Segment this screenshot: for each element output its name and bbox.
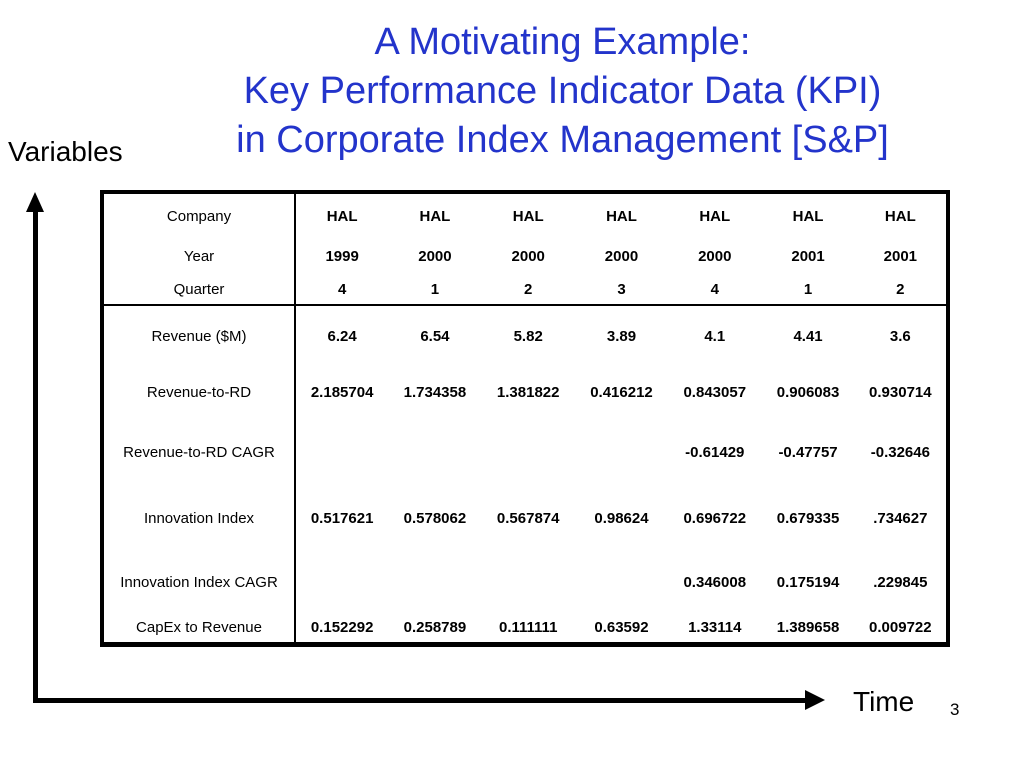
slide-title: A Motivating Example: Key Performance In…	[100, 18, 1024, 165]
row-label: CapEx to Revenue	[102, 614, 296, 644]
slide-page-number: 3	[950, 700, 960, 719]
table-row: Year 1999 2000 2000 2000 2000 2001 2001	[102, 238, 948, 274]
table-cell: 4.1	[704, 327, 726, 345]
table-cell: 2000	[604, 247, 639, 265]
row-label: Quarter	[102, 274, 296, 306]
table-cell	[575, 550, 668, 614]
table-cell: 2001	[883, 247, 918, 265]
table-cell: 0.152292	[310, 619, 374, 637]
table-cell: 1	[388, 274, 482, 306]
table-cell: -0.47757	[778, 443, 838, 461]
table-row: Revenue-to-RD CAGR -0.61429 -0.47757 -0.326…	[102, 418, 948, 486]
row-label: Revenue-to-RD CAGR	[102, 418, 296, 486]
row-label: Innovation Index CAGR	[102, 550, 296, 614]
table-cell: 0.416212	[590, 383, 653, 401]
row-label: Year	[102, 238, 296, 274]
kpi-table-body: Company HAL HAL HAL HAL HAL HAL HAL Year 1999 2000…	[102, 192, 948, 644]
table-cell: 4	[295, 274, 389, 306]
table-cell: 2000	[698, 247, 732, 265]
table-cell: 6.54	[420, 327, 450, 345]
y-axis-label: Variables	[8, 136, 123, 167]
table-cell: 0.679335	[776, 509, 840, 527]
kpi-table: Company HAL HAL HAL HAL HAL HAL HAL Year 1999 2000…	[100, 190, 950, 647]
row-label: Revenue-to-RD	[102, 366, 296, 418]
table-cell: 0.346008	[683, 573, 747, 591]
table-cell: HAL	[512, 207, 544, 225]
table-row: Revenue-to-RD 2.185704 1.734358 1.381822 0.4…	[102, 366, 948, 418]
table-cell: 0.98624	[594, 509, 649, 527]
row-label: Company	[102, 192, 296, 238]
table-cell: 5.82	[513, 327, 543, 345]
table-cell: 0.517621	[310, 509, 374, 527]
table-cell: 2	[854, 274, 948, 306]
table-row: CapEx to Revenue 0.152292 0.258789 0.111111…	[102, 614, 948, 644]
y-axis-arrowhead-icon	[26, 192, 44, 212]
table-cell: 0.009722	[869, 619, 932, 637]
table-cell	[482, 418, 575, 486]
table-row: Quarter 4 1 2 3 4 1 2	[102, 274, 948, 306]
table-cell: HAL	[699, 207, 731, 225]
x-axis-label: Time	[853, 686, 915, 717]
table-row: Innovation Index CAGR 0.346008 0.175194 .22…	[102, 550, 948, 614]
table-cell: 6.24	[327, 327, 357, 345]
table-cell	[388, 550, 481, 614]
row-label: Revenue ($M)	[102, 305, 296, 366]
slide-title-line-2: Key Performance Indicator Data (KPI)	[243, 70, 882, 112]
table-cell: -0.32646	[870, 443, 930, 461]
table-cell: 0.111111	[498, 619, 558, 637]
table-row: Innovation Index 0.517621 0.578062 0.567874…	[102, 486, 948, 550]
table-cell	[388, 418, 481, 486]
table-cell: 1.389658	[776, 619, 840, 637]
table-cell: 2000	[511, 247, 545, 265]
table-cell: 2000	[418, 247, 452, 265]
table-cell: 3.89	[606, 327, 637, 345]
table-cell: 4.41	[793, 327, 823, 345]
table-cell: -0.61429	[685, 443, 745, 461]
x-axis-arrowhead-icon	[805, 690, 825, 710]
table-cell: 0.930714	[869, 383, 932, 401]
table-cell: 3	[574, 274, 669, 306]
row-label: Innovation Index	[102, 486, 296, 550]
table-cell: HAL	[326, 207, 358, 225]
table-row: Revenue ($M) 6.24 6.54 5.82 3.89 4.1 4.41 3.6	[102, 305, 948, 366]
table-cell: 0.63592	[594, 619, 649, 637]
y-axis-line	[33, 210, 38, 703]
table-cell: 0.578062	[403, 509, 467, 527]
table-cell	[295, 550, 388, 614]
table-cell: 0.258789	[403, 619, 467, 637]
table-cell	[575, 418, 668, 486]
table-cell: 0.843057	[683, 383, 747, 401]
table-cell: 0.567874	[496, 509, 560, 527]
table-cell: 2	[481, 274, 575, 306]
table-cell: 0.906083	[776, 383, 840, 401]
x-axis-line	[33, 698, 805, 703]
table-cell: 2.185704	[310, 383, 374, 401]
table-cell: 3.6	[889, 327, 911, 345]
table-cell: 1999	[325, 247, 359, 265]
table-cell: 0.696722	[683, 509, 747, 527]
table-cell: HAL	[792, 207, 824, 225]
table-cell: 1	[761, 274, 855, 306]
slide-title-line-3: in Corporate Index Management [S&P]	[236, 119, 889, 161]
table-cell: 1.381822	[496, 383, 560, 401]
table-cell: 0.175194	[776, 573, 840, 591]
table-cell: .229845	[873, 573, 928, 591]
slide-title-line-1: A Motivating Example:	[374, 21, 751, 63]
table-cell: 1.33114	[688, 619, 742, 637]
table-cell: 1.734358	[403, 383, 467, 401]
table-cell: HAL	[419, 207, 451, 225]
table-cell	[295, 418, 388, 486]
table-cell: HAL	[884, 207, 916, 225]
table-cell: HAL	[606, 207, 637, 225]
table-row: Company HAL HAL HAL HAL HAL HAL HAL	[102, 192, 948, 238]
table-cell: 2001	[791, 247, 825, 265]
table-cell: 4	[668, 274, 762, 306]
table-cell: .734627	[873, 509, 928, 527]
table-cell	[482, 550, 575, 614]
